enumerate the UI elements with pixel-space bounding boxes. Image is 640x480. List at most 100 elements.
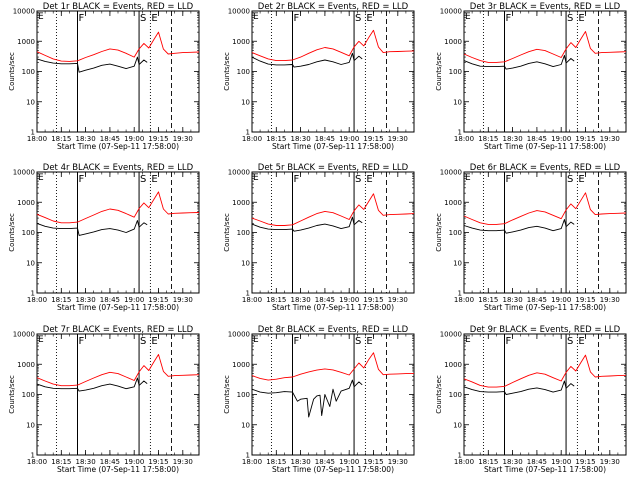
y-tick-label: 10000 — [13, 331, 35, 339]
x-tick-label: 18:00 — [242, 135, 262, 143]
x-axis-label: Start Time (07-Sep-11 17:58:00) — [484, 303, 606, 312]
x-tick-label: 18:15 — [478, 458, 498, 466]
y-tick-label: 100 — [237, 229, 250, 237]
y-tick-label: 100 — [22, 391, 35, 399]
x-tick-label: 19:00 — [124, 296, 144, 304]
x-tick-label: 18:15 — [266, 458, 286, 466]
marker-letter-e: E — [578, 13, 584, 24]
x-tick-label: 19:15 — [148, 458, 168, 466]
series-line-lld — [463, 192, 627, 225]
x-tick-label: 19:00 — [339, 296, 359, 304]
y-axis-label: Counts/sec — [8, 52, 16, 91]
marker-letter-s: S — [140, 336, 146, 347]
x-tick-label: 19:00 — [551, 135, 571, 143]
marker-letter-f: F — [294, 13, 300, 24]
chart-title: Det 3r BLACK = Events, RED = LLD — [470, 2, 621, 12]
marker-letter-f: F — [506, 336, 512, 347]
x-tick-label: 19:30 — [173, 296, 193, 304]
marker-letter-f: F — [506, 13, 512, 24]
series-line-lld — [251, 193, 415, 226]
marker-letter-corner: E — [38, 173, 44, 183]
y-axis-label: Counts/sec — [223, 52, 231, 91]
x-axis-label: Start Time (07-Sep-11 17:58:00) — [57, 465, 179, 474]
x-tick-label: 18:30 — [503, 458, 523, 466]
series-line-events — [463, 219, 575, 234]
plot-frame — [251, 333, 415, 456]
y-tick-label: 10000 — [228, 8, 250, 16]
x-tick-label: 19:15 — [575, 135, 595, 143]
marker-letter-e: E — [366, 336, 372, 347]
y-tick-label: 10000 — [228, 169, 250, 177]
x-tick-label: 19:00 — [551, 296, 571, 304]
x-tick-label: 18:00 — [27, 458, 47, 466]
y-tick-label: 1000 — [444, 38, 462, 46]
panel-det-7: Det 7r BLACK = Events, RED = LLD 1 10 100 10… — [8, 325, 200, 474]
x-axis-label: Start Time (07-Sep-11 17:58:00) — [484, 142, 606, 151]
series-line-lld — [36, 191, 200, 224]
x-tick-label: 19:30 — [600, 296, 620, 304]
y-tick-label: 10000 — [228, 331, 250, 339]
marker-letter-e: E — [578, 336, 584, 347]
y-axis-label: Counts/sec — [435, 52, 443, 91]
chart-title: Det 7r BLACK = Events, RED = LLD — [43, 325, 194, 335]
marker-letter-corner: E — [465, 335, 471, 345]
y-tick-label: 100 — [449, 391, 462, 399]
y-tick-label: 1 — [458, 452, 462, 460]
y-tick-label: 1000 — [232, 361, 250, 369]
x-tick-label: 18:00 — [454, 458, 474, 466]
marker-letter-corner: E — [253, 12, 259, 22]
x-axis-label: Start Time (07-Sep-11 17:58:00) — [57, 303, 179, 312]
x-tick-label: 18:00 — [27, 296, 47, 304]
plot-frame — [36, 10, 200, 133]
x-tick-label: 18:00 — [242, 296, 262, 304]
x-tick-label: 18:15 — [51, 135, 71, 143]
x-tick-label: 19:15 — [575, 458, 595, 466]
marker-letter-corner: E — [253, 335, 259, 345]
y-tick-label: 10 — [453, 421, 462, 429]
marker-letter-e: E — [366, 174, 372, 185]
x-tick-label: 19:00 — [339, 458, 359, 466]
x-tick-label: 18:30 — [291, 458, 311, 466]
x-tick-label: 18:45 — [100, 135, 120, 143]
y-tick-label: 10 — [453, 259, 462, 267]
marker-letter-corner: E — [465, 12, 471, 22]
y-axis-label: Counts/sec — [223, 375, 231, 414]
x-tick-label: 18:30 — [76, 458, 96, 466]
x-tick-label: 19:15 — [148, 296, 168, 304]
plot-frame — [36, 333, 200, 456]
y-tick-label: 1 — [458, 290, 462, 298]
marker-letter-e: E — [151, 13, 157, 24]
series-line-lld — [36, 31, 200, 62]
series-line-events — [251, 379, 363, 418]
plot-frame — [463, 10, 627, 133]
series-line-events — [36, 220, 148, 236]
x-tick-label: 18:00 — [27, 135, 47, 143]
x-tick-label: 19:00 — [339, 135, 359, 143]
x-tick-label: 19:30 — [600, 135, 620, 143]
x-tick-label: 18:15 — [51, 458, 71, 466]
x-axis-label: Start Time (07-Sep-11 17:58:00) — [272, 465, 394, 474]
y-tick-label: 10 — [241, 259, 250, 267]
y-tick-label: 10000 — [13, 8, 35, 16]
marker-letter-s: S — [355, 13, 361, 24]
x-tick-label: 19:15 — [363, 296, 383, 304]
y-tick-label: 1000 — [232, 38, 250, 46]
chart-title: Det 9r BLACK = Events, RED = LLD — [470, 325, 621, 335]
chart-title: Det 2r BLACK = Events, RED = LLD — [258, 2, 409, 12]
x-tick-label: 19:30 — [388, 458, 408, 466]
x-tick-label: 18:00 — [242, 458, 262, 466]
chart-title: Det 1r BLACK = Events, RED = LLD — [43, 2, 194, 12]
y-tick-label: 10 — [453, 98, 462, 106]
marker-letter-corner: E — [253, 173, 259, 183]
y-tick-label: 1000 — [17, 361, 35, 369]
y-tick-label: 1 — [31, 290, 35, 298]
x-tick-label: 19:30 — [173, 135, 193, 143]
x-tick-label: 18:15 — [478, 296, 498, 304]
marker-letter-corner: E — [465, 173, 471, 183]
x-tick-label: 19:00 — [124, 458, 144, 466]
y-tick-label: 1 — [246, 129, 250, 137]
x-tick-label: 19:00 — [124, 135, 144, 143]
y-tick-label: 100 — [449, 68, 462, 76]
y-axis-label: Counts/sec — [435, 375, 443, 414]
marker-letter-s: S — [355, 174, 361, 185]
